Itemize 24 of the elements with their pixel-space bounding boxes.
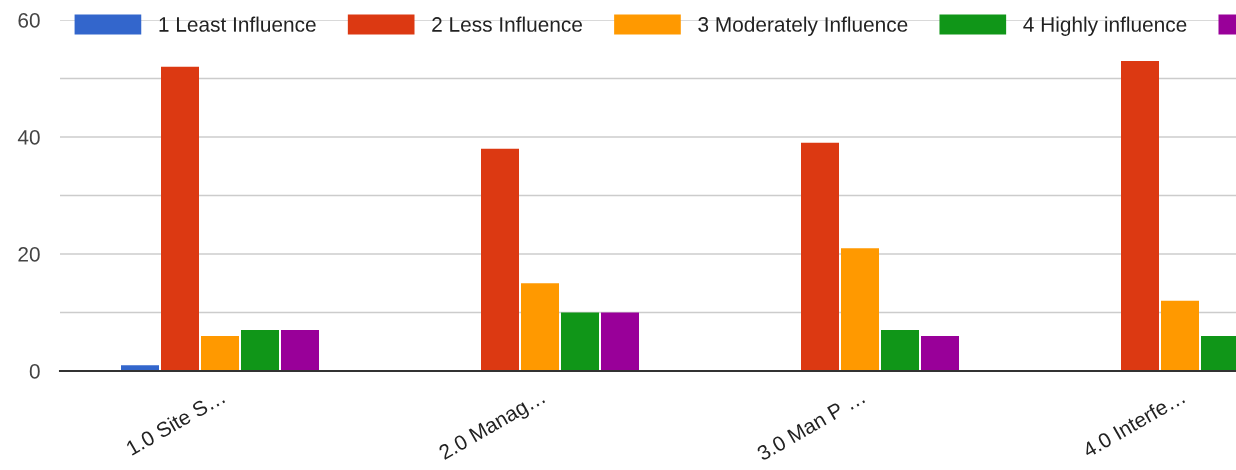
bar: [481, 148, 519, 371]
bar: [841, 248, 879, 371]
bar: [1121, 60, 1159, 371]
bar: [561, 312, 599, 371]
bar: [1161, 300, 1199, 371]
bar: [921, 335, 959, 371]
legend-label: 2 Less Influence: [432, 16, 582, 32]
bar: [241, 330, 279, 371]
bar: [281, 330, 319, 371]
x-tick-label: 1.0 Site S…: [125, 389, 226, 456]
bar: [801, 142, 839, 371]
y-tick-label: 60: [18, 13, 40, 28]
bar: [161, 66, 199, 371]
y-tick-label: 20: [18, 247, 40, 262]
x-tick-label: 3.0 Man P …: [755, 389, 866, 462]
bar: [601, 312, 639, 371]
legend-label: 3 Moderately Influence: [698, 16, 908, 36]
bar: [881, 330, 919, 371]
bar: [521, 283, 559, 371]
legend-label: 1 Least Influence: [159, 16, 316, 32]
bar: [201, 335, 239, 371]
y-tick-label: 40: [17, 130, 40, 145]
legend-label: 4 Highly influence: [1023, 16, 1187, 36]
y-tick-label: 0: [29, 364, 40, 379]
